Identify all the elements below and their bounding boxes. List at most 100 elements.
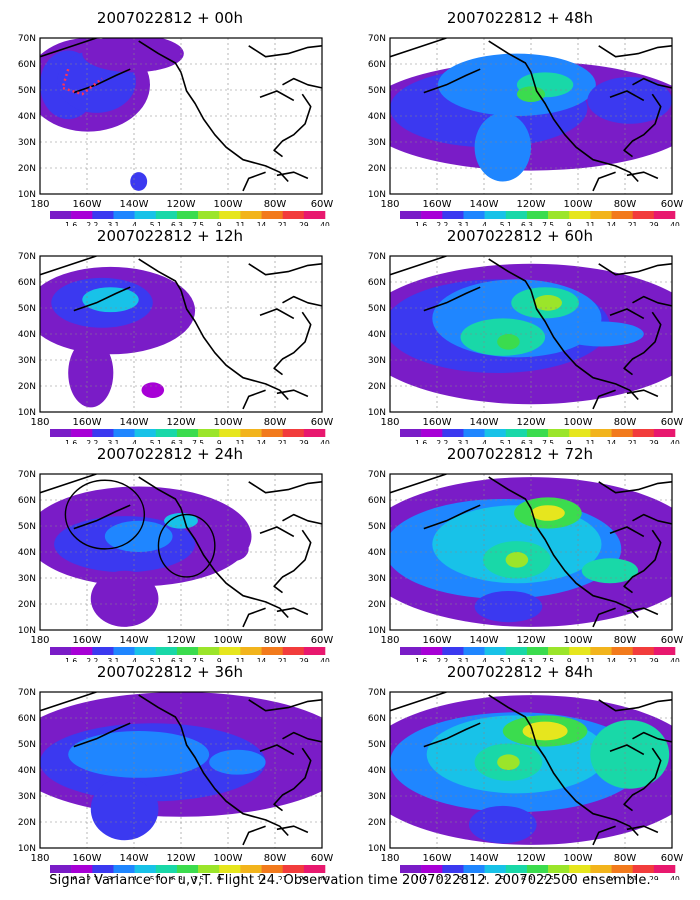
coastline xyxy=(282,77,322,89)
y-tick-label: 40N xyxy=(368,330,386,340)
colorbar-swatch xyxy=(653,429,676,437)
colorbar-label: 21 xyxy=(628,657,638,662)
y-tick-label: 70N xyxy=(368,688,386,698)
colorbar-label: 40 xyxy=(670,439,680,444)
x-tick-label: 80W xyxy=(264,635,287,646)
colorbar-label: 40 xyxy=(320,439,330,444)
y-tick-label: 30N xyxy=(368,356,386,366)
colorbar-swatch xyxy=(198,211,220,219)
colorbar-swatch xyxy=(421,647,443,655)
colorbar-swatch xyxy=(113,865,135,873)
x-tick-label: 120W xyxy=(517,199,546,210)
coastline xyxy=(530,72,639,183)
x-tick-label: 100W xyxy=(214,199,243,210)
x-tick-label: 140W xyxy=(470,199,499,210)
colorbar-swatch xyxy=(134,647,157,655)
colorbar-swatch xyxy=(282,429,305,437)
variance-region xyxy=(90,570,159,627)
colorbar-label: 6.3 xyxy=(171,221,183,226)
coastline xyxy=(180,72,289,183)
colorbar-label: 11 xyxy=(236,221,246,226)
x-tick-label: 60W xyxy=(661,635,684,646)
colorbar-label: 11 xyxy=(236,657,246,662)
y-tick-label: 10N xyxy=(18,408,36,418)
variance-region xyxy=(474,112,531,182)
colorbar-label: 7.5 xyxy=(542,657,554,662)
y-tick-label: 40N xyxy=(368,548,386,558)
coastline xyxy=(488,476,532,509)
colorbar-label: 29 xyxy=(299,657,309,662)
colorbar-label: 3.1 xyxy=(457,657,469,662)
colorbar-label: 14 xyxy=(607,221,617,226)
colorbar-label: 11 xyxy=(586,221,596,226)
panel-title: 2007022812 + 00h xyxy=(96,9,244,27)
y-tick-label: 20N xyxy=(368,818,386,828)
x-tick-label: 120W xyxy=(167,853,196,864)
colorbar-swatch xyxy=(505,211,528,219)
x-tick-label: 180 xyxy=(380,417,399,428)
colorbar-swatch xyxy=(653,865,676,873)
colorbar-swatch xyxy=(526,647,549,655)
colorbar-label: 29 xyxy=(649,875,659,880)
y-tick-label: 50N xyxy=(368,522,386,532)
x-tick-label: 180 xyxy=(380,853,399,864)
y-tick-label: 60N xyxy=(368,60,386,70)
coastline xyxy=(248,699,322,712)
coastline xyxy=(626,171,659,180)
coastline xyxy=(248,263,322,276)
colorbar-label: 40 xyxy=(670,875,680,880)
coastline xyxy=(282,513,322,525)
coastline xyxy=(138,40,182,73)
colorbar-label: 1.6 xyxy=(65,875,77,880)
coastline xyxy=(248,481,322,494)
colorbar-swatch xyxy=(569,865,591,873)
x-tick-label: 80W xyxy=(264,199,287,210)
coastline xyxy=(632,731,672,743)
y-tick-label: 40N xyxy=(18,330,36,340)
colorbar-swatch xyxy=(442,647,464,655)
map-plot: 180 160W 140W 120W 100W 80W 60W 10N 20N 30N 40N 50N… xyxy=(368,34,684,226)
colorbar-label: 21 xyxy=(278,875,288,880)
panel-title: 2007022812 + 24h xyxy=(96,445,244,463)
colorbar-swatch xyxy=(505,865,528,873)
colorbar-swatch xyxy=(92,211,114,219)
colorbar-label: 14 xyxy=(607,439,617,444)
coastline xyxy=(598,481,672,494)
colorbar-label: 4 xyxy=(132,875,137,880)
colorbar-label: 4 xyxy=(482,439,487,444)
y-tick-label: 10N xyxy=(368,190,386,200)
colorbar-swatch xyxy=(505,647,528,655)
y-tick-label: 60N xyxy=(368,714,386,724)
y-tick-label: 20N xyxy=(18,382,36,392)
colorbar-label: 6.3 xyxy=(171,875,183,880)
coastline xyxy=(276,171,309,180)
x-tick-label: 160W xyxy=(423,199,452,210)
coastline xyxy=(73,504,131,530)
y-tick-label: 60N xyxy=(368,278,386,288)
map-plot: 180 160W 140W 120W 100W 80W 60W 10N 20N 30N 40N 50N… xyxy=(368,688,684,880)
colorbar-swatch xyxy=(484,211,507,219)
colorbar-swatch xyxy=(590,211,612,219)
coastline xyxy=(138,476,182,509)
colorbar-label: 4 xyxy=(482,221,487,226)
colorbar-label: 9 xyxy=(567,875,572,880)
colorbar-swatch xyxy=(400,647,422,655)
colorbar-label: 1.6 xyxy=(65,221,77,226)
colorbar-swatch xyxy=(50,647,72,655)
y-tick-label: 60N xyxy=(18,60,36,70)
coastline xyxy=(488,258,532,291)
coastline xyxy=(273,93,312,158)
colorbar-swatch xyxy=(261,211,283,219)
colorbar-label: 4 xyxy=(132,657,137,662)
x-tick-label: 60W xyxy=(661,853,684,864)
colorbar-label: 11 xyxy=(236,875,246,880)
colorbar-swatch xyxy=(219,865,241,873)
colorbar-swatch xyxy=(71,865,93,873)
x-tick-label: 160W xyxy=(73,635,102,646)
y-tick-label: 10N xyxy=(368,844,386,854)
coastline xyxy=(609,90,645,102)
variance-region xyxy=(68,731,210,778)
colorbar-swatch xyxy=(442,211,464,219)
colorbar-label: 21 xyxy=(278,439,288,444)
map-plot: 180 160W 140W 120W 100W 80W 60W 10N 20N 30N 40N 50N… xyxy=(18,470,334,662)
